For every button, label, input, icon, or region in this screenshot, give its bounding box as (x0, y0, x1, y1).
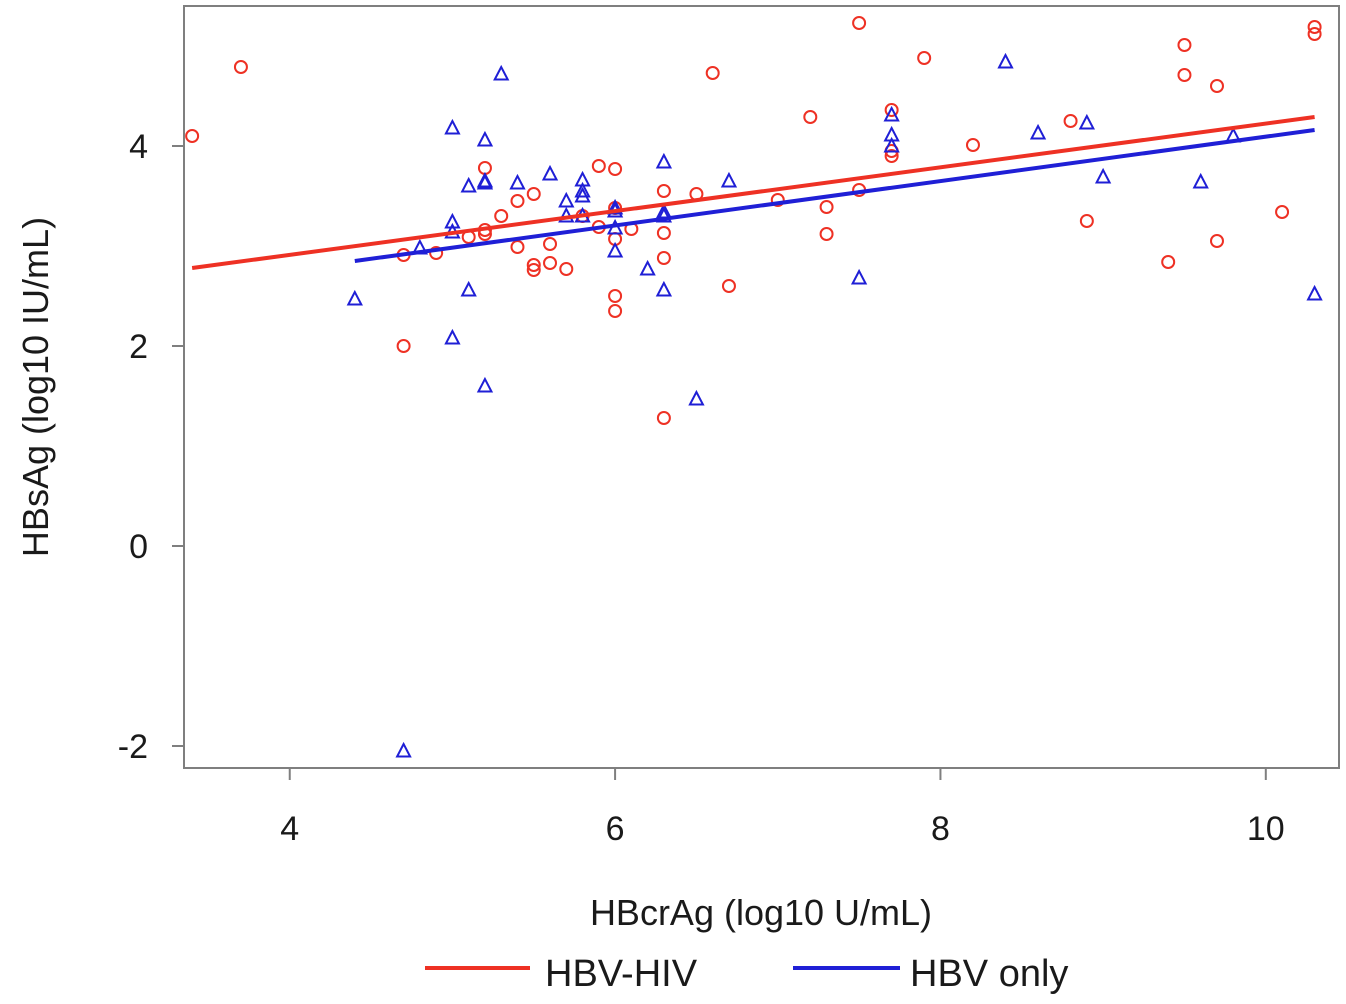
point-hbv-hiv (608, 289, 623, 303)
point-hbv-hiv (884, 149, 899, 163)
point-hbv-hiv (656, 184, 671, 198)
point-hbv-only (558, 191, 575, 208)
point-hbv-hiv (185, 129, 200, 143)
point-hbv-hiv (1307, 20, 1322, 34)
point-hbv-hiv (819, 200, 834, 214)
point-hbv-only (997, 52, 1014, 69)
point-hbv-hiv (526, 258, 541, 272)
point-hbv-hiv (233, 60, 248, 74)
point-hbv-hiv (526, 263, 541, 277)
y-tick-label: 0 (129, 528, 148, 566)
point-hbv-hiv (917, 51, 932, 65)
y-tick-label: 4 (129, 128, 148, 166)
point-hbv-hiv (591, 159, 606, 173)
legend-label-hbv-only: HBV only (910, 953, 1068, 995)
point-hbv-hiv (1177, 38, 1192, 52)
axis-ticks (172, 145, 1267, 780)
point-hbv-only (444, 328, 461, 345)
point-hbv-only (688, 389, 705, 406)
trend-line-hbv-only (354, 128, 1315, 263)
point-hbv-hiv (770, 193, 785, 207)
point-hbv-hiv (819, 227, 834, 241)
point-hbv-only (1078, 113, 1095, 130)
point-hbv-hiv (1209, 79, 1224, 93)
y-tick-label: -2 (118, 728, 148, 766)
point-hbv-only (655, 206, 673, 223)
point-hbv-hiv (608, 304, 623, 318)
point-hbv-only (574, 181, 591, 198)
legend: HBV-HIV HBV only (425, 953, 1068, 995)
data-points (185, 16, 1323, 758)
point-hbv-only (1029, 123, 1047, 140)
point-hbv-hiv (705, 66, 720, 80)
point-hbv-hiv (1177, 68, 1192, 82)
point-hbv-only (655, 280, 673, 297)
point-hbv-only (850, 268, 868, 285)
x-tick-label: 10 (1247, 810, 1285, 848)
point-hbv-hiv (656, 226, 671, 240)
point-hbv-hiv (1275, 205, 1290, 219)
point-hbv-hiv (1161, 255, 1176, 269)
point-hbv-hiv (965, 138, 980, 152)
point-hbv-hiv (1079, 214, 1094, 228)
x-tick-label: 4 (280, 810, 299, 848)
point-hbv-hiv (396, 339, 411, 353)
point-hbv-only (883, 136, 900, 153)
point-hbv-hiv (510, 194, 525, 208)
point-hbv-only (1094, 167, 1112, 184)
axis-tick-labels: 4 6 8 10 -2 0 2 4 (118, 128, 1285, 848)
point-hbv-only (606, 198, 624, 215)
point-hbv-only (606, 241, 624, 258)
point-hbv-hiv (526, 187, 541, 201)
point-hbv-only (493, 64, 510, 81)
point-hbv-only (476, 130, 494, 147)
point-hbv-hiv (559, 262, 574, 276)
point-hbv-hiv (656, 251, 671, 265)
point-hbv-hiv (1307, 27, 1322, 41)
x-axis-title: HBcrAg (log10 U/mL) (590, 892, 932, 933)
point-hbv-only (883, 105, 900, 122)
point-hbv-hiv (803, 110, 818, 124)
point-hbv-hiv (543, 256, 558, 270)
point-hbv-hiv (494, 209, 509, 223)
point-hbv-hiv (721, 279, 736, 293)
point-hbv-only (346, 289, 363, 306)
point-hbv-only (460, 280, 477, 297)
point-hbv-hiv (1063, 114, 1078, 128)
point-hbv-only (639, 259, 656, 276)
point-hbv-only (574, 186, 591, 203)
point-hbv-only (476, 376, 494, 393)
point-hbv-only (655, 152, 673, 169)
point-hbv-hiv (656, 411, 671, 425)
plot-frame (183, 5, 1340, 769)
y-axis-title: HBsAg (log10 IU/mL) (15, 217, 56, 557)
y-tick-label: 2 (129, 328, 148, 366)
point-hbv-only (444, 118, 461, 135)
point-hbv-hiv (1209, 234, 1224, 248)
point-hbv-hiv (543, 237, 558, 251)
point-hbv-only (1306, 284, 1323, 301)
point-hbv-only (541, 164, 559, 181)
legend-label-hbv-hiv: HBV-HIV (545, 953, 698, 995)
point-hbv-only (460, 176, 477, 193)
point-hbv-only (509, 173, 526, 190)
point-hbv-only (720, 171, 738, 188)
x-tick-label: 8 (931, 810, 950, 848)
point-hbv-only (476, 173, 494, 190)
point-hbv-hiv (852, 16, 867, 30)
point-hbv-only (444, 212, 461, 229)
point-hbv-only (395, 741, 412, 758)
point-hbv-hiv (429, 246, 444, 260)
trend-lines (191, 115, 1315, 270)
point-hbv-only (1192, 172, 1209, 189)
point-hbv-hiv (510, 240, 525, 254)
point-hbv-hiv (884, 103, 899, 117)
point-hbv-hiv (608, 162, 623, 176)
trend-line-hbv-hiv (191, 115, 1315, 270)
x-tick-label: 6 (606, 810, 625, 848)
